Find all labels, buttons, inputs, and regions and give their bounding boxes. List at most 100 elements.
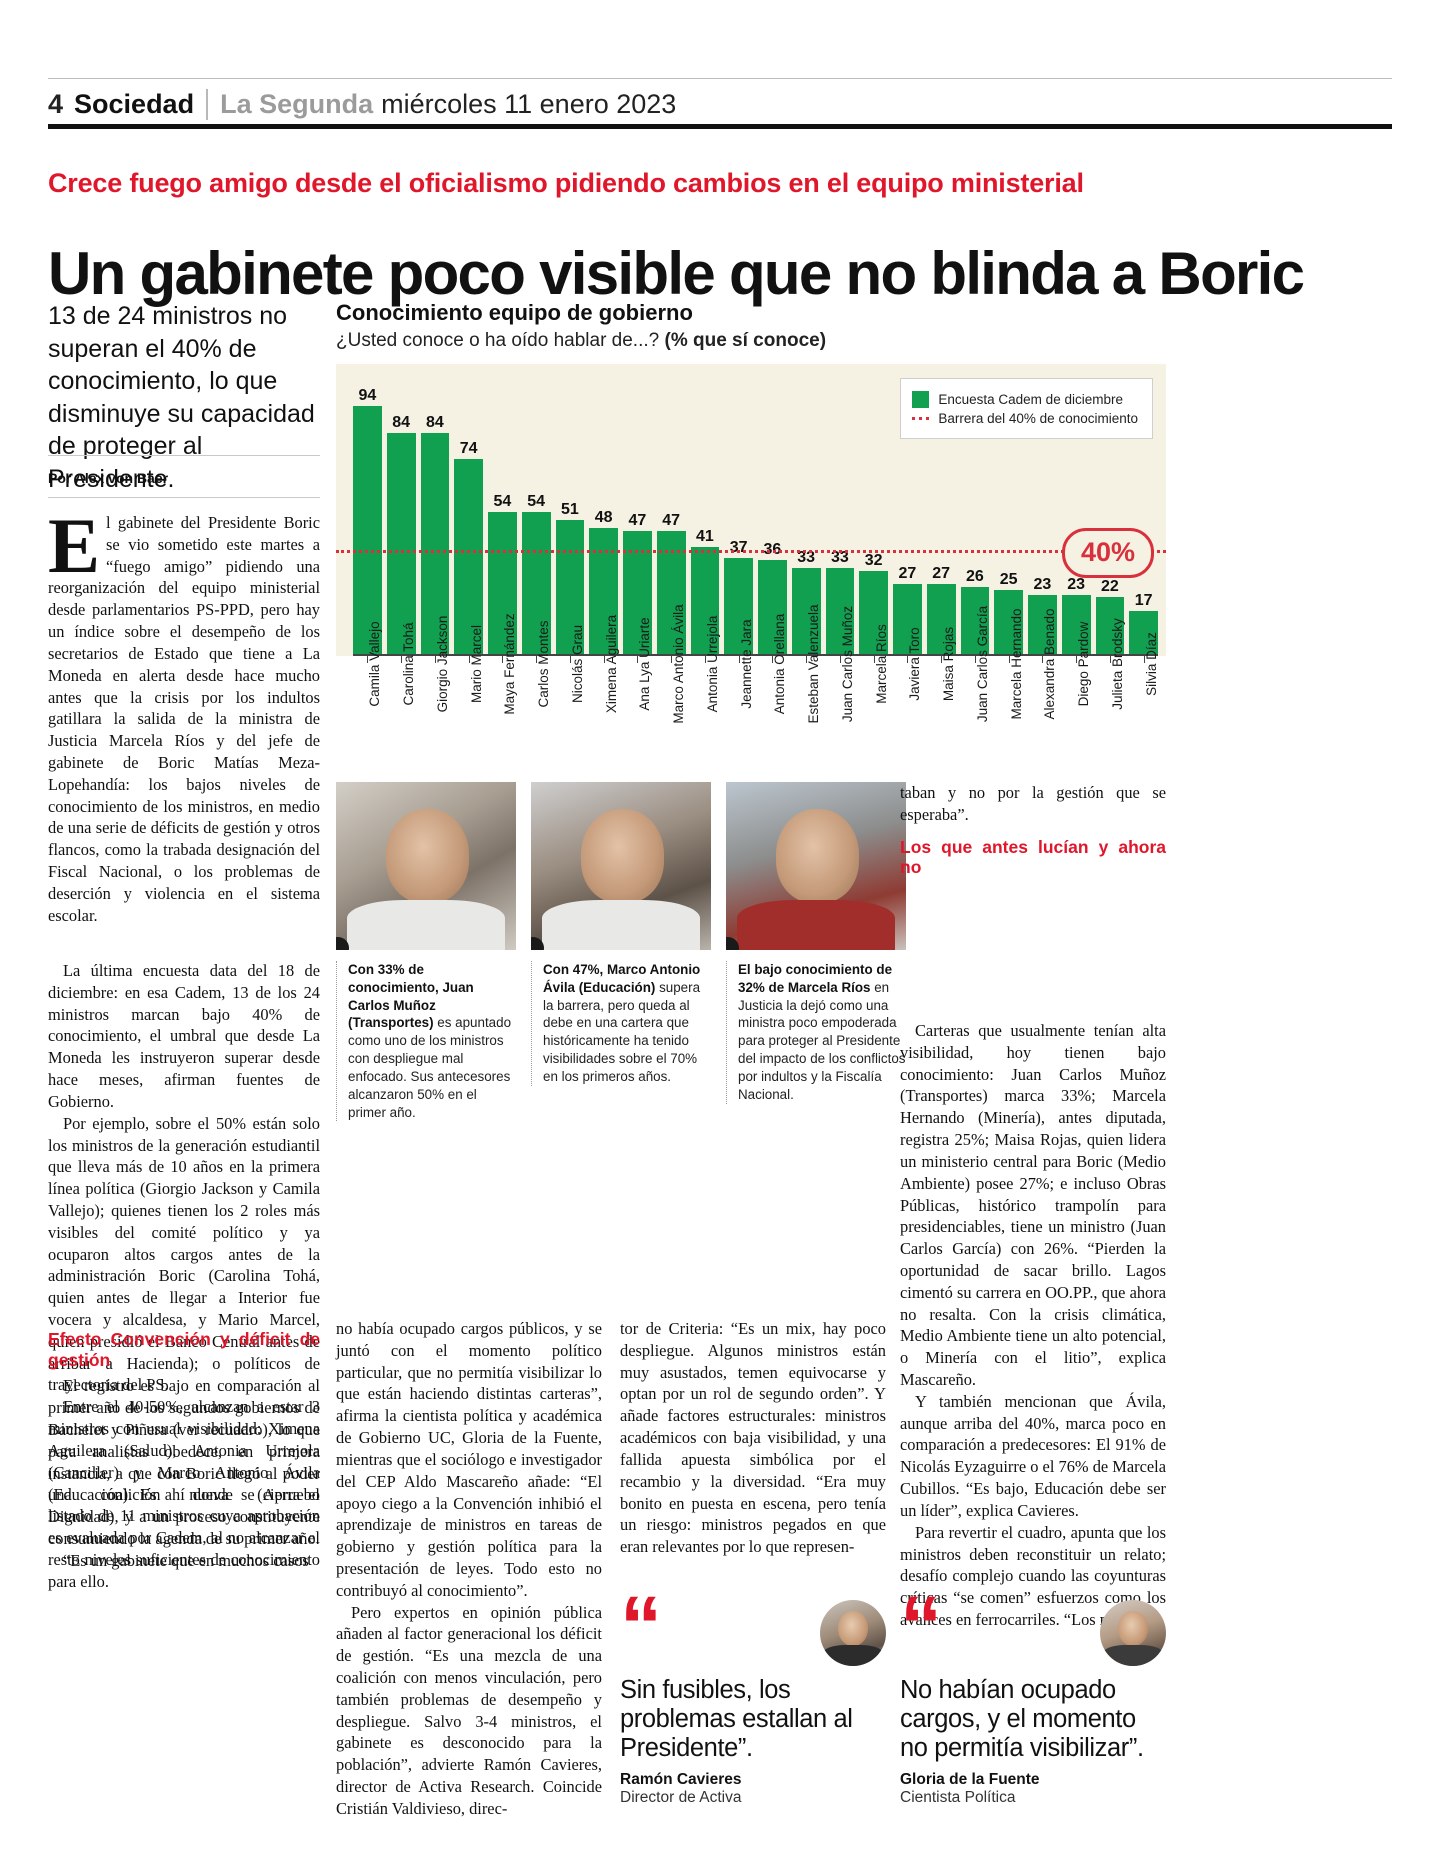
legend-label: Barrera del 40% de conocimiento [938, 411, 1138, 426]
bar-value-label: 41 [695, 527, 714, 545]
x-axis-label: Juan Carlos Muñoz [826, 606, 855, 804]
portrait-torso [541, 899, 701, 950]
x-axis-label: Marcela Ríos [859, 624, 889, 804]
x-axis-label-text: Carolina Tohá [401, 622, 417, 706]
axis-tick [502, 656, 504, 663]
bar [825, 568, 855, 656]
caption-body: en Justicia la dejó como una ministra po… [738, 979, 906, 1102]
axis-tick [536, 656, 538, 663]
paper-name: La Segunda [220, 89, 374, 119]
bar [1095, 597, 1125, 656]
bar-column: 26 [960, 364, 990, 656]
axis-tick [941, 656, 943, 663]
bar-value-label: 23 [1067, 575, 1086, 593]
bar-column: 51 [555, 364, 585, 656]
bar-column: 84 [420, 364, 450, 656]
bar [893, 584, 922, 656]
lead-paragraph: 13 de 24 ministros no superan el 40% de … [48, 302, 315, 493]
bar-column: 23 [1061, 364, 1091, 656]
avatar-face [1117, 1610, 1149, 1647]
x-axis-label: Esteban Valenzuela [792, 604, 821, 804]
photo-strip: Con 33% de conocimiento, Juan Carlos Muñ… [336, 782, 906, 1122]
bar-column: 32 [859, 364, 888, 656]
masthead-rule [48, 124, 1392, 129]
x-axis-label: Julieta Brodsky [1096, 618, 1125, 804]
axis-tick [367, 656, 369, 663]
bar-column: 27 [926, 364, 956, 656]
x-axis-label-text: Ana Lya Uriarte [637, 617, 653, 711]
axis-tick [1143, 656, 1145, 663]
x-axis-label-text: Giorgio Jackson [434, 615, 450, 713]
axis-tick [738, 656, 740, 663]
axis-tick [907, 656, 909, 663]
axis-tick [1008, 656, 1010, 663]
bar-column: 94 [353, 364, 382, 656]
bar-value-label: 27 [898, 565, 917, 583]
pull-quote-role: Cientista Política [900, 1789, 1016, 1807]
bar-value-label: 54 [527, 493, 546, 511]
bar-value-label: 37 [729, 538, 748, 556]
x-axis-label: Carlos Montes [522, 620, 551, 804]
paragraph: no había ocupado cargos públicos, y se j… [336, 1319, 602, 1600]
photo-caption: El bajo conocimiento de 32% de Marcela R… [726, 961, 906, 1104]
subhead-efecto-convencion: Efecto Convención y déficit de gestión [48, 1329, 320, 1370]
x-axis-label: Ximena Aguilera [589, 615, 619, 804]
x-axis-label-text: Marcela Hernando [1008, 608, 1024, 720]
axis-tick [569, 656, 571, 663]
chart-subtitle: ¿Usted conoce o ha oído hablar de...? (%… [336, 330, 1166, 352]
caption-body: supera la barrera, pero queda al debe en… [543, 979, 701, 1084]
x-axis-label-text: Juan Carlos Muñoz [839, 605, 855, 723]
axis-tick [1076, 656, 1078, 663]
masthead: 4 Sociedad La Segunda miércoles 11 enero… [48, 78, 1392, 120]
quote-mark-icon: “ [900, 1579, 942, 1673]
page-folio: 4 [48, 89, 64, 119]
bar-value-label: 84 [425, 413, 444, 431]
photo-item: El bajo conocimiento de 32% de Marcela R… [726, 782, 906, 1121]
x-axis-label: Nicolás Grau [556, 625, 585, 804]
x-axis-label: Marcela Hernando [994, 608, 1024, 804]
paragraph: tor de Criteria: “Es un mix, hay poco de… [620, 1319, 886, 1557]
x-axis-label: Carolina Tohá [387, 622, 416, 804]
bar-column: 84 [386, 364, 416, 656]
bar-column: 33 [825, 364, 855, 656]
x-axis-label: Diego Pardow [1062, 622, 1091, 804]
bar [758, 560, 787, 656]
quote-mark-icon: “ [620, 1579, 662, 1673]
avatar-torso [823, 1644, 883, 1666]
bar-column: 48 [589, 364, 618, 656]
bar-column: 22 [1095, 364, 1125, 656]
x-axis-label-text: Maisa Rojas [941, 626, 957, 702]
x-axis-label-text: Diego Pardow [1076, 621, 1092, 707]
article-column-1c: Efecto Convención y déficit de gestión E… [48, 1318, 320, 1858]
bar [555, 520, 585, 656]
paragraph: Y también mencionan que Ávila, aunque ar… [900, 1391, 1166, 1520]
bar-column: 37 [724, 364, 753, 656]
x-axis-label-text: Javiera Toro [907, 627, 923, 701]
paragraph: Pero expertos en opinión pública añaden … [336, 1602, 602, 1818]
paragraph: El registro es bajo en comparación al pr… [48, 1376, 320, 1548]
bar [690, 546, 720, 656]
bar-value-label: 32 [864, 551, 883, 569]
paragraph-text: l gabinete del Presidente Boric se vio s… [48, 513, 320, 925]
paragraph: Por ejemplo, sobre el 50% están solo los… [48, 1113, 320, 1395]
bar-column: 23 [1028, 364, 1057, 656]
x-axis-label-text: Marcela Ríos [873, 624, 889, 704]
bar [386, 432, 416, 656]
photo-item: Con 33% de conocimiento, Juan Carlos Muñ… [336, 782, 516, 1122]
x-axis-line [353, 654, 1158, 656]
caption-lead: El bajo conocimiento de 32% de Marcela R… [738, 962, 893, 995]
x-axis-label-text: Carlos Montes [536, 620, 552, 708]
bar-value-label: 25 [999, 570, 1018, 588]
axis-tick [1109, 656, 1111, 663]
article-column-bottom-1: no había ocupado cargos públicos, y se j… [336, 1318, 602, 1858]
axis-tick [434, 656, 436, 663]
bar-value-label: 74 [459, 440, 478, 458]
bar-value-label: 84 [392, 413, 411, 431]
bar-column: 17 [1129, 364, 1158, 656]
x-axis-label: Ana Lya Uriarte [623, 617, 652, 804]
article-column-bottom-2: tor de Criteria: “Es un mix, hay poco de… [620, 1318, 886, 1588]
pull-quote-header: “ [900, 1579, 1166, 1673]
portrait-torso [346, 899, 506, 950]
byline-rule-top [48, 455, 320, 456]
bar-value-label: 94 [358, 386, 377, 404]
